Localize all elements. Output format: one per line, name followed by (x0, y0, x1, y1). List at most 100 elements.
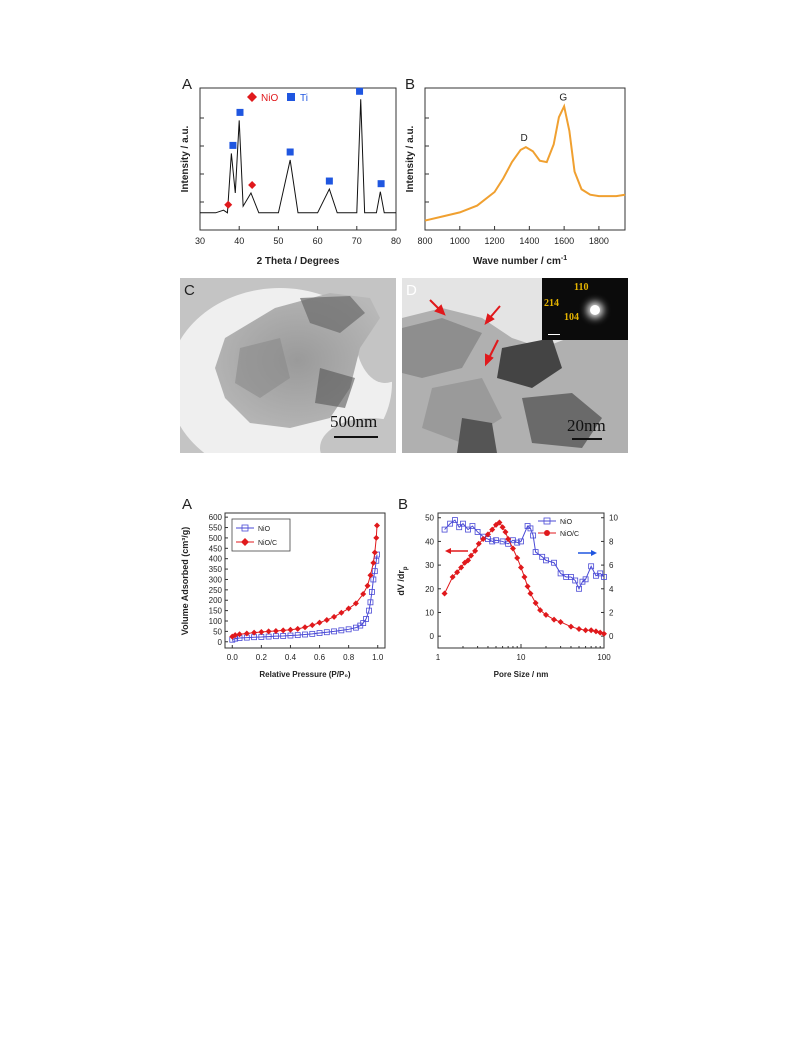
pore-xtick-label: 100 (597, 653, 611, 662)
iso-point-nioc (251, 629, 258, 636)
xrd-marker-ti (286, 148, 294, 156)
pore-point-nio (557, 570, 564, 577)
pore-legend-nio-label: NiO (560, 519, 573, 526)
xrd-marker-ti (236, 108, 244, 116)
pore-point-nio (568, 574, 574, 580)
pore-point-nio (601, 574, 607, 580)
pore-point-nioc (441, 590, 448, 597)
pore-ylabel: dV /drp (396, 566, 409, 596)
xrd-marker-nio (224, 200, 233, 209)
iso-point-nio (323, 629, 330, 636)
iso-point-nioc (316, 619, 323, 626)
pore-point-nioc (576, 626, 583, 633)
pore-legend-nioc-marker (544, 530, 550, 536)
pore-ytick-left-label: 0 (430, 632, 435, 641)
pore-point-nioc (493, 521, 500, 528)
pore-point-nioc (509, 545, 516, 552)
iso-point-nioc (371, 549, 378, 556)
pore-point-nio (441, 526, 448, 533)
pore-ytick-left-label: 20 (425, 585, 434, 594)
pore-point-nioc (496, 519, 503, 526)
pore-point-nioc (582, 627, 589, 634)
iso-point-nioc (243, 630, 250, 637)
iso-point-nio (363, 616, 369, 622)
iso-point-nioc (360, 591, 367, 597)
pore-series (441, 517, 607, 637)
pore-point-nioc (557, 618, 564, 625)
axis-arrow-left (445, 548, 468, 554)
iso-xtick-label: 0.0 (227, 653, 239, 662)
raman-tick-label: 1200 (485, 236, 505, 246)
pore-xtick-label: 10 (517, 653, 526, 662)
iso-ytick-label: 200 (209, 596, 223, 605)
iso-point-nioc (287, 626, 294, 633)
iso-point-nioc (272, 627, 279, 634)
tem-image-c-drawing (180, 278, 396, 453)
iso-point-nio (353, 624, 359, 631)
iso-point-nio (294, 632, 301, 639)
saed-label-110: 110 (574, 282, 589, 293)
iso-point-nio (371, 568, 378, 575)
xrd-marker-ti (325, 177, 333, 185)
pore-point-nioc (551, 616, 558, 623)
pore-point-nioc (537, 607, 544, 614)
iso-ytick-label: 50 (213, 627, 222, 636)
fig1-panel-b-letter: B (405, 76, 416, 93)
pore-ytick-left-label: 10 (425, 608, 434, 617)
legend-nio-marker (247, 92, 257, 102)
pore-point-nioc (532, 600, 539, 606)
legend-ti-label: Ti (300, 93, 308, 104)
pore-point-nioc (588, 627, 595, 634)
iso-point-nio (331, 628, 337, 635)
iso-xtick-label: 0.8 (343, 653, 355, 662)
pore-point-nioc (449, 573, 456, 580)
tem-image-c: 500nm (180, 278, 396, 453)
raman-chart: 800 1000 1200 1400 1600 1800 D G Intensity / … (405, 87, 626, 267)
saed-scale-bar (548, 334, 560, 335)
iso-ytick-label: 150 (209, 607, 223, 616)
pore-legend: NiO NiO/C (538, 517, 579, 538)
fig2-panel-b-letter: B (398, 496, 409, 513)
iso-point-nio (280, 633, 287, 639)
scale-bar-label-d: 20nm (567, 416, 606, 435)
pore-point-nio (543, 557, 549, 564)
scale-bar-label-c: 500nm (330, 412, 378, 431)
iso-point-nioc (309, 622, 316, 629)
iso-point-nioc (364, 582, 371, 589)
isotherm-legend-box (231, 518, 291, 552)
xrd-x-ticks: 30 40 50 60 70 80 (195, 117, 401, 246)
pore-xtick-label: 1 (436, 653, 441, 662)
raman-tick-label: 1400 (519, 236, 539, 246)
isotherm-legend: NiO NiO/C (231, 518, 291, 552)
iso-point-nio (345, 626, 352, 633)
legend-nioc-marker (241, 538, 249, 546)
pore-point-nioc (567, 623, 574, 630)
iso-ytick-label: 600 (209, 513, 223, 522)
pore-ytick-right-label: 4 (609, 585, 614, 594)
iso-point-nioc (338, 609, 345, 616)
pore-point-nio (469, 523, 476, 529)
iso-ytick-label: 250 (209, 586, 223, 595)
pore-ytick-left-label: 40 (425, 537, 434, 546)
iso-point-nio (316, 630, 323, 636)
pore-point-nio (518, 538, 524, 545)
iso-ytick-label: 450 (209, 544, 223, 553)
pore-point-nio (539, 553, 546, 560)
pore-point-nioc (461, 559, 468, 566)
isotherm-series (229, 522, 380, 643)
pore-ytick-left-label: 50 (425, 514, 434, 523)
iso-ytick-label: 550 (209, 524, 223, 533)
raman-xlabel: Wave number / cm-1 (473, 255, 567, 267)
iso-point-nio (360, 620, 367, 626)
pore-point-nio (460, 520, 466, 527)
iso-point-nioc (373, 534, 380, 541)
pore-point-nioc (480, 536, 487, 543)
iso-ytick-label: 300 (209, 575, 223, 584)
saed-label-214: 214 (544, 298, 559, 309)
pore-point-nio (474, 529, 481, 535)
raman-peak-g-label: G (559, 92, 567, 103)
xrd-marker-ti (229, 141, 237, 149)
pore-point-nio (551, 559, 557, 566)
